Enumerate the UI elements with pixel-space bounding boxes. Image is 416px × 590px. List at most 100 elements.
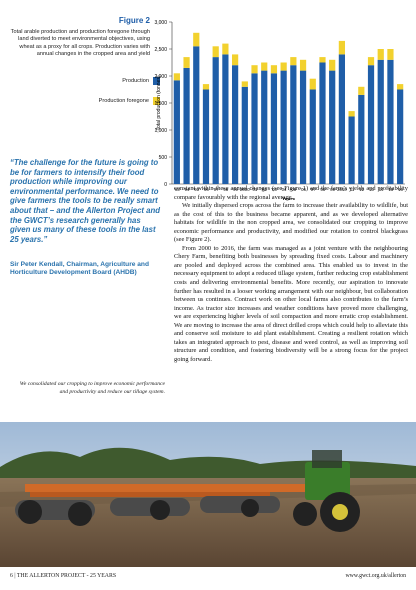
x-tick-label: '97 [213, 187, 219, 192]
bar-segment [212, 57, 219, 184]
x-tick-label: '04 [281, 187, 287, 192]
bar-segment [270, 65, 278, 74]
bar-segment [338, 54, 346, 185]
x-tick-label: '11 [349, 187, 355, 192]
bar-segment [367, 57, 375, 66]
bar-segment [251, 73, 258, 184]
x-tick-label: '93 [174, 187, 180, 192]
x-tick-label: 2010 [337, 187, 347, 192]
bar-segment [173, 80, 180, 184]
y-tick-label: 3,000 [154, 20, 167, 26]
legend-label: Production [122, 78, 149, 84]
y-axis-label: Total production (tonnes) [156, 75, 162, 130]
paragraph: From 2000 to 2016, the farm was managed … [174, 244, 408, 363]
bar-segment [251, 65, 258, 74]
y-tick-label: 0 [164, 182, 167, 188]
x-tick-label: '02 [261, 187, 267, 192]
bar-segment [261, 70, 268, 184]
x-tick-label: '15 [388, 187, 394, 192]
y-tick-label: 2,500 [154, 47, 167, 53]
bar-segment [261, 62, 268, 71]
chart: 0 500 1,000 1,500 2,000 2,500 3,000 Total produ… [154, 20, 405, 200]
bar-segment [329, 59, 336, 71]
bar-segment [280, 70, 287, 184]
legend-swatch [153, 97, 160, 105]
bar-segment [358, 86, 365, 95]
bar-segment [241, 81, 248, 87]
bar-segment [231, 65, 239, 184]
bar-segment [309, 78, 316, 90]
bar-segment [348, 116, 355, 184]
bar-segment [387, 49, 394, 60]
footer-left: 6 | THE ALLERTON PROJECT - 25 YEARS [10, 573, 117, 579]
bar-segment [290, 65, 297, 184]
quote-attribution: Sir Peter Kendall, Chairman, Agriculture… [10, 261, 149, 277]
x-tick-label: '14 [378, 187, 384, 192]
bar-segment [397, 84, 404, 90]
bar-segment [309, 89, 316, 184]
x-tick-label: '98 [223, 187, 229, 192]
x-tick-label: '13 [368, 187, 374, 192]
bar-segment [280, 62, 287, 71]
figure-title: Figure 2 [118, 16, 150, 25]
x-tick-label: '03 [271, 187, 277, 192]
quote: “The challenge for the future is going t… [10, 158, 161, 244]
footer-right: www.gwct.org.uk/allerton [345, 573, 406, 579]
x-tick-label: '99 [232, 187, 238, 192]
legend-item: Production foregone [10, 96, 160, 106]
bar-segment [387, 59, 394, 184]
paragraph: constant within these annual changes (se… [174, 185, 408, 201]
x-tick-label: '12 [359, 187, 365, 192]
photo [0, 422, 416, 567]
legend-label: Production foregone [98, 98, 149, 104]
x-tick-label: '16 [397, 187, 403, 192]
bar-segment [231, 54, 239, 66]
x-tick-label: '07 [310, 187, 316, 192]
legend-item: Production [10, 76, 160, 86]
bar-segment [212, 46, 219, 58]
bar-segment [377, 49, 384, 60]
bar-segment [241, 86, 248, 184]
x-tick-label: '96 [203, 187, 209, 192]
bar-segment [193, 46, 200, 184]
bar-segment [202, 84, 210, 90]
legend: Production Production foregone [10, 76, 160, 116]
bar-segment [270, 73, 278, 184]
bar-segment [397, 89, 404, 184]
bar-segment [299, 70, 307, 184]
paragraph: We initially dispersed crops across the … [174, 202, 408, 244]
bar-segment [338, 40, 346, 55]
x-tick-label: '08 [320, 187, 326, 192]
bar-segment [202, 89, 210, 184]
bar-segment [329, 70, 336, 184]
bar-segment [348, 111, 355, 117]
bar-segment [173, 73, 180, 81]
x-tick-label: '95 [193, 187, 199, 192]
bar-segment [222, 54, 229, 185]
bar-segment [183, 57, 190, 68]
bar-segment [377, 59, 384, 184]
bar-segment [299, 59, 307, 71]
y-tick-label: 2,000 [154, 74, 167, 80]
bar-segment [222, 43, 229, 55]
y-tick-label: 1,000 [154, 128, 167, 134]
y-tick-label: 1,500 [154, 101, 167, 107]
bar-segment [319, 62, 326, 184]
figure-caption: Total arable production and production f… [10, 29, 150, 58]
bar-segment [358, 94, 365, 184]
bar-segment [319, 57, 326, 63]
bar-segment [183, 67, 190, 184]
x-tick-label: '94 [184, 187, 190, 192]
x-tick-label: 2000 [240, 187, 250, 192]
bar-segment [193, 32, 200, 47]
body-text: constant within these annual changes (se… [174, 185, 408, 364]
x-tick-label: '05 [291, 187, 297, 192]
legend-swatch [153, 77, 160, 85]
x-tick-label: '01 [252, 187, 258, 192]
bar-segment [367, 65, 375, 184]
x-tick-label: '06 [300, 187, 306, 192]
bar-segment [290, 57, 297, 66]
y-tick-label: 500 [159, 155, 168, 161]
x-tick-label: '09 [329, 187, 335, 192]
